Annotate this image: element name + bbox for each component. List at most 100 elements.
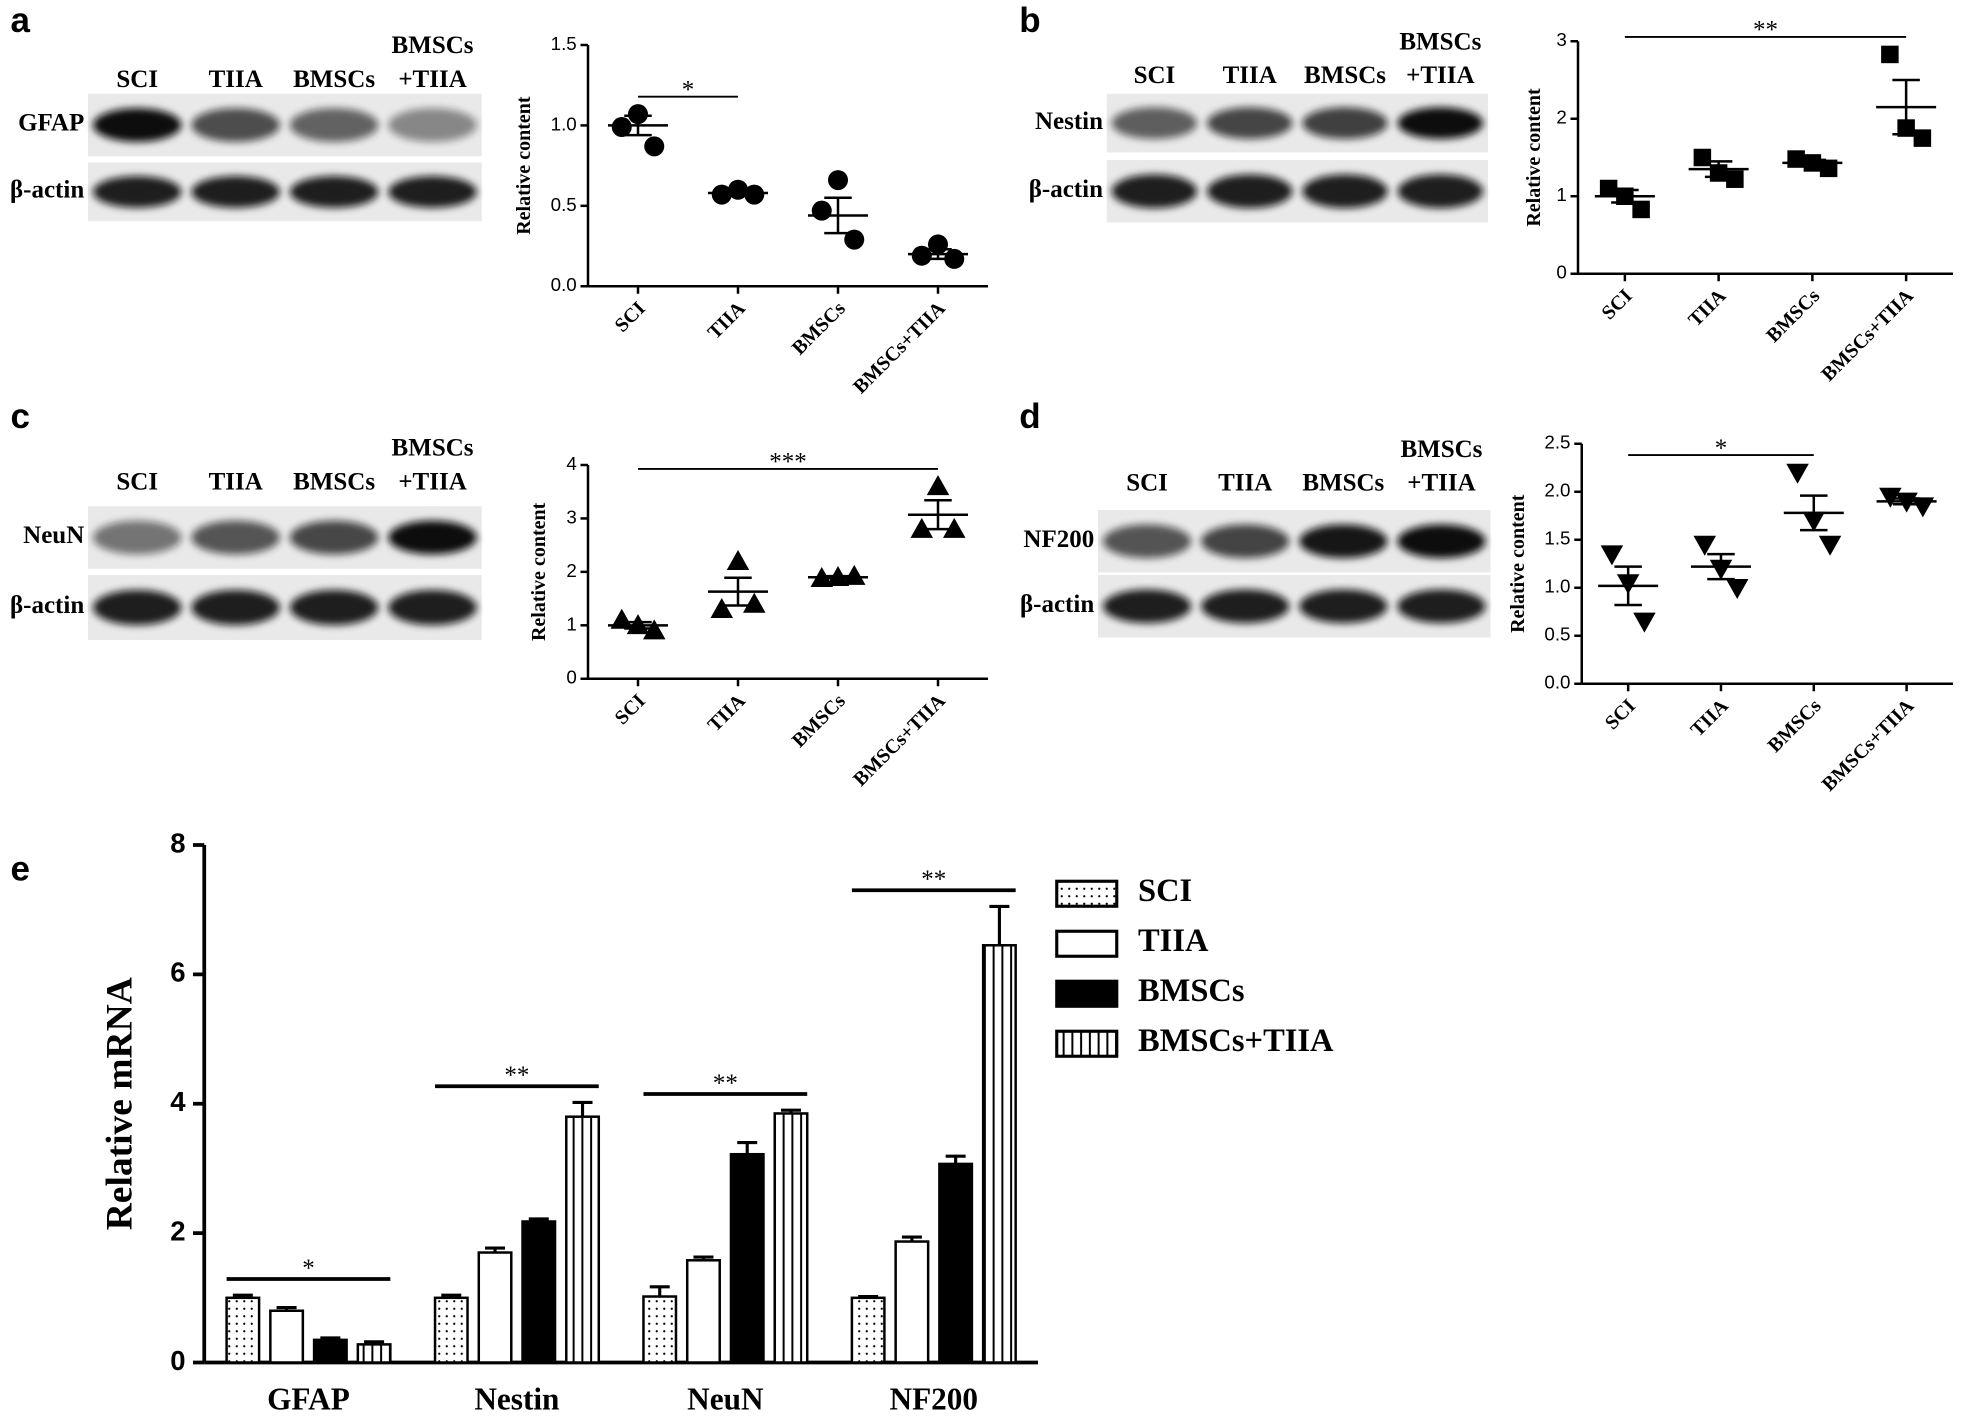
x-tick-label: NeuN [687,1382,764,1417]
point [743,592,766,613]
y-tick-label: 1 [566,613,576,634]
blot-band [1103,589,1192,624]
blot-band [191,589,280,626]
point [710,598,733,619]
x-tick-label: Nestin [474,1382,559,1417]
point [1693,148,1712,167]
x-tick-label: SCI [1598,285,1637,324]
blot-band [1111,174,1198,209]
panel-letter: c [11,397,30,436]
sem-bar [624,620,652,630]
x-tick-label: SCI [611,297,650,336]
lane-label: TIIA [1223,62,1277,89]
lane-label: BMSCs [293,66,375,93]
legend-label: TIIA [1138,923,1209,959]
significance-label: * [302,1255,315,1282]
bar [938,1162,974,1364]
y-tick-label: 2.5 [1544,432,1570,453]
legend-label: SCI [1138,873,1192,909]
sem-bar [1892,78,1920,136]
error-bar [945,1154,966,1164]
x-tick-label: BMSCs [1764,695,1826,757]
point [844,229,865,250]
y-tick-label: 6 [170,957,185,988]
x-tick-label: TIIA [1684,285,1731,332]
sem-bar [1707,552,1735,581]
legend-label: BMSCs+TIIA [1138,1023,1334,1059]
sem-bar [1611,188,1639,204]
bar [773,1112,809,1364]
lane-label: BMSCs [392,435,474,462]
y-tick-label: 2 [566,560,576,581]
point [811,200,832,221]
legend-swatch [1055,979,1119,1008]
x-tick-label: SCI [1601,695,1640,734]
blot-band [388,589,477,626]
sem-bar [924,248,952,261]
y-tick-label: 0 [566,667,576,688]
blot-band [289,520,379,555]
blot-band [1103,524,1192,559]
bar [356,1343,392,1364]
point [1879,487,1902,508]
blot-band [289,176,379,208]
bar [894,1240,930,1364]
x-tick-label: GFAP [267,1382,350,1417]
row-label: β-actin [10,177,84,204]
blot-band [388,108,477,142]
sem-bar [824,574,852,580]
bar [850,1296,886,1364]
point [628,104,648,125]
point [643,619,666,640]
sem-bar [1614,565,1642,607]
lane-label: SCI [116,66,158,93]
y-tick-label: 2 [170,1215,185,1246]
point [943,517,966,538]
point [1881,45,1899,64]
point [828,170,848,191]
lane-label: SCI [116,468,158,495]
point [726,549,750,570]
sem-bar [624,114,652,137]
lane-label: BMSCs [1304,62,1386,89]
significance-label: *** [769,449,807,476]
x-tick-label: BMSCs+TIIA [849,297,950,398]
y-axis-label: Relative mRNA [100,977,141,1230]
blot-band [93,108,182,142]
sem-bar [824,196,852,235]
legend-swatch [1055,1029,1119,1058]
row-label: β-actin [1020,591,1094,618]
lane-label: +TIIA [1406,62,1474,89]
bar [565,1115,601,1364]
blot-band [388,176,477,208]
significance-label: * [682,76,695,103]
blot-band [1201,589,1290,624]
x-tick-label: BMSCs [788,297,850,359]
sem-bar [924,499,952,531]
point [1786,463,1809,484]
sem-bar [1800,494,1828,532]
y-tick-label: 0.0 [1544,672,1570,693]
bar [981,944,1017,1364]
point [1600,545,1624,566]
y-tick-label: 3 [566,506,576,527]
error-bar [737,1141,758,1155]
point [1725,579,1749,599]
error-bar [649,1285,670,1297]
lane-label: BMSCs [1302,470,1384,497]
x-tick-label: BMSCs+TIIA [849,690,950,791]
y-tick-label: 0.5 [551,194,577,215]
y-tick-label: 0.0 [551,274,577,295]
x-tick-label: BMSCs [1762,285,1824,347]
lane-label: +TIIA [1407,470,1475,497]
y-tick-label: 8 [170,827,185,858]
significance-label: * [1715,435,1728,462]
point [911,245,932,266]
blot-band [1299,589,1388,624]
blot-band [1397,589,1486,624]
x-tick-label: TIIA [704,297,751,344]
blot-band [1111,107,1198,139]
bar [269,1309,305,1364]
